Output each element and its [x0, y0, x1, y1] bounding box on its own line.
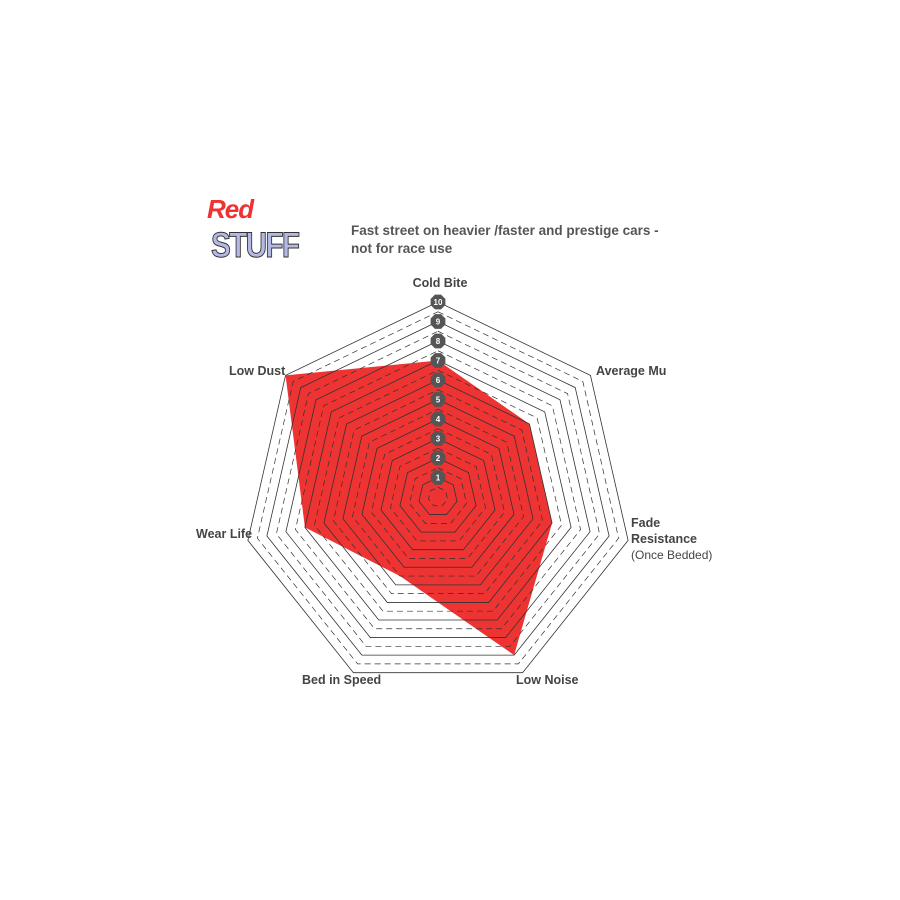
- tick-label: 5: [436, 396, 441, 405]
- axis-label-resistance: Resistance: [631, 532, 697, 546]
- grid-ring: [361, 418, 515, 568]
- tick-badge-shape: [430, 372, 446, 388]
- tick-badge: 10: [430, 294, 446, 310]
- chart-subtitle: Fast street on heavier /faster and prest…: [351, 222, 671, 258]
- tick-label: 3: [436, 435, 441, 444]
- subtitle-line-1: Fast street on heavier /faster and prest…: [351, 223, 659, 238]
- axis-label-average-mu: Average Mu: [596, 364, 666, 378]
- tick-badge: 5: [430, 392, 446, 407]
- tick-badge-shape: [430, 294, 446, 310]
- grid-ring-dashed: [371, 428, 505, 559]
- logo-stuff-text: STUFF: [211, 226, 301, 266]
- axis-label-low-noise: Low Noise: [516, 673, 579, 687]
- tick-badge-shape: [430, 470, 446, 485]
- tick-badge: 9: [430, 314, 446, 329]
- tick-badge-shape: [430, 431, 446, 446]
- tick-badge: 1: [430, 470, 446, 485]
- tick-badge-shape: [430, 353, 446, 368]
- tick-badge: 4: [430, 411, 446, 427]
- tick-badge: 7: [430, 353, 446, 368]
- tick-badge-shape: [430, 333, 446, 349]
- tick-label: 7: [436, 357, 441, 366]
- subtitle-line-2: not for race use: [351, 241, 453, 256]
- logo-red-text: Red: [207, 194, 254, 224]
- tick-label: 9: [436, 318, 441, 327]
- tick-badge-shape: [430, 411, 446, 427]
- axis-label-bed-in-speed: Bed in Speed: [302, 673, 381, 687]
- grid-ring-dashed: [276, 330, 600, 647]
- data-polygon: [285, 360, 553, 656]
- grid-ring: [342, 399, 534, 586]
- axis-label-fade: Fade: [631, 516, 660, 530]
- grid-ring: [323, 379, 553, 603]
- grid-ring: [247, 301, 629, 674]
- tick-badge-shape: [430, 314, 446, 329]
- tick-badge-shape: [430, 392, 446, 407]
- tick-badge: 8: [430, 333, 446, 349]
- grid-ring: [380, 438, 496, 551]
- grid-ring: [266, 321, 610, 656]
- tick-label: 4: [436, 415, 441, 424]
- tick-badge: 3: [430, 431, 446, 446]
- grid-ring: [285, 340, 591, 638]
- tick-badge: 6: [430, 372, 446, 388]
- grid-ring: [418, 477, 458, 515]
- grid-ring: [399, 457, 477, 533]
- tick-badge-shape: [430, 450, 446, 466]
- grid-ring-dashed: [352, 408, 524, 577]
- grid-ring-dashed: [333, 389, 543, 594]
- grid-ring-dashed: [257, 311, 619, 665]
- grid-ring-dashed: [295, 350, 581, 630]
- tick-label: 10: [434, 298, 443, 307]
- grid-ring-dashed: [314, 369, 562, 612]
- tick-label: 1: [436, 474, 441, 483]
- axis-label-low-dust: Low Dust: [229, 364, 286, 378]
- tick-label: 8: [436, 337, 441, 346]
- redstuff-logo: Red STUFF: [205, 196, 300, 268]
- axis-label-cold-bite: Cold Bite: [413, 276, 468, 290]
- grid-ring: [304, 360, 572, 621]
- axis-label-wear-life: Wear Life: [196, 527, 252, 541]
- tick-label: 2: [436, 454, 441, 463]
- axis-label-once-bedded: (Once Bedded): [631, 548, 712, 562]
- tick-badge: 2: [430, 450, 446, 466]
- tick-label: 6: [436, 376, 441, 385]
